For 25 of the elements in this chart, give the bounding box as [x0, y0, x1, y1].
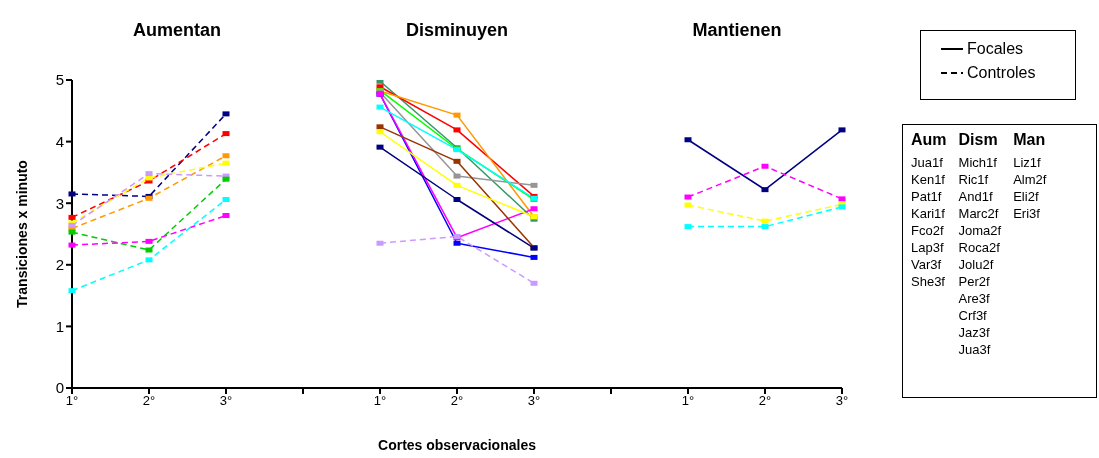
text: Man Liz1f Alm2f Eli2f Eri3f	[1013, 131, 1047, 222]
x-tick-label: 3°	[527, 393, 541, 409]
x-tick-label: 2°	[450, 393, 464, 409]
text: Controles	[967, 64, 1036, 82]
text: Dism Mich1f Ric1f And1f Marc2f Joma2f Roca2f Jolu2f Per2f Are3f Crf3f Jaz3f Jua3f	[958, 131, 1002, 357]
text: Aum Jua1f Ken1f Pat1f Kari1f Fco2f Lap3f Var3f She3f	[911, 131, 947, 289]
y-tick-label: 2	[55, 256, 64, 274]
x-tick-label: 1°	[65, 393, 79, 409]
x-tick-label: 1°	[681, 393, 695, 409]
x-tick-label: 3°	[219, 393, 233, 409]
text: Disminuyen	[405, 20, 509, 41]
x-tick-label: 2°	[758, 393, 772, 409]
x-tick-label: 3°	[835, 393, 849, 409]
text: Mantienen	[691, 20, 783, 41]
y-tick-label: 1	[55, 317, 64, 335]
text: Focales	[967, 40, 1024, 58]
x-tick-label: 2°	[142, 393, 156, 409]
y-tick-label: 3	[55, 194, 64, 212]
y-tick-label: 5	[55, 71, 64, 89]
y-tick-label: 0	[55, 379, 64, 397]
text: Aumentan	[132, 20, 222, 41]
x-tick-label: 1°	[373, 393, 387, 409]
y-axis-title: Transiciones x minuto	[13, 160, 30, 308]
x-axis-title: Cortes observacionales	[378, 437, 537, 453]
y-tick-label: 4	[55, 132, 64, 150]
